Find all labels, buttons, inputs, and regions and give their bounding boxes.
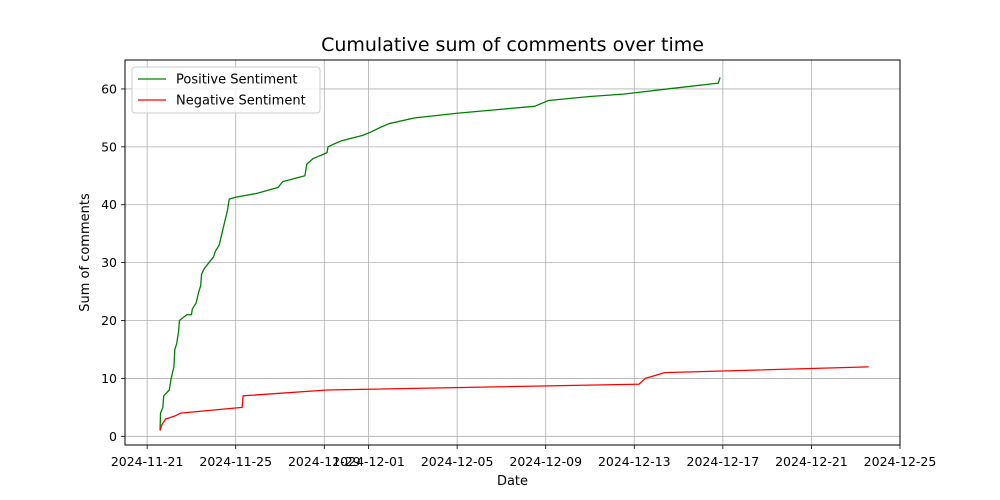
x-tick-label: 2024-12-09 [509, 454, 582, 469]
x-tick-label: 2024-12-25 [864, 454, 937, 469]
y-tick-label: 60 [101, 81, 117, 96]
y-axis-label: Sum of comments [78, 193, 93, 312]
x-tick-label: 2024-12-13 [598, 454, 671, 469]
grid-layer [125, 60, 901, 445]
legend-label: Negative Sentiment [176, 94, 306, 109]
y-tick-label: 50 [101, 139, 117, 154]
series-layer [159, 77, 869, 431]
y-tick-label: 0 [109, 429, 117, 444]
x-tick-label: 2024-11-21 [111, 454, 184, 469]
x-axis: 2024-11-21 2024-11-25 2024-11-292024-12-01… [111, 445, 937, 469]
y-tick-label: 40 [101, 197, 117, 212]
plot-frame [124, 59, 901, 446]
y-tick-label: 20 [101, 313, 117, 328]
series-line-1 [159, 366, 869, 431]
x-tick-label: 2024-12-01 [332, 454, 405, 469]
x-tick-label: 2024-11-29 [288, 454, 361, 469]
y-tick-label: 10 [101, 371, 117, 386]
x-tick-label: 2024-12-17 [687, 454, 760, 469]
x-tick-label: 2024-11-25 [199, 454, 272, 469]
y-tick-label: 30 [101, 255, 117, 270]
legend-label: Positive Sentiment [176, 73, 297, 88]
legend-box [131, 66, 321, 114]
series-line-0 [159, 77, 721, 431]
x-tick-label: 2024-12-05 [421, 454, 494, 469]
chart-title: Cumulative sum of comments over time [321, 34, 704, 56]
y-axis: 0 10 20 30 40 50 60 [101, 81, 125, 444]
x-tick-label: 2024-12-21 [775, 454, 848, 469]
legend: Positive Sentiment Negative Sentiment [131, 66, 321, 114]
x-axis-label: Date [497, 474, 528, 489]
